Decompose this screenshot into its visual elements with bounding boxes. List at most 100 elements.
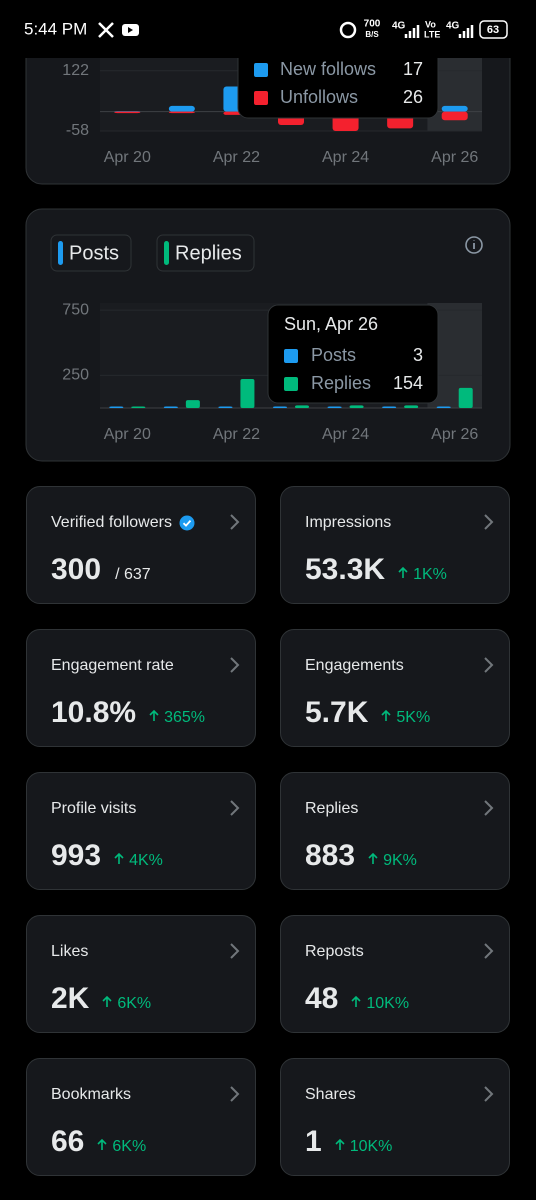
bar xyxy=(441,105,468,112)
stat-value-row: 10.8% 365% xyxy=(51,696,231,730)
stat-change: 9K% xyxy=(367,852,417,870)
arrow-path xyxy=(368,852,378,864)
tooltip-swatch xyxy=(254,91,268,105)
bar xyxy=(185,400,200,408)
stat-card[interactable]: Bookmarks 66 6K% xyxy=(26,1058,256,1176)
stat-title: Reposts xyxy=(305,940,485,964)
stat-change: 5K% xyxy=(380,709,430,727)
stat-value-row: 66 6K% xyxy=(51,1125,231,1159)
stat-title: Shares xyxy=(305,1083,485,1107)
stat-value: 1 xyxy=(305,1125,322,1158)
stat-card[interactable]: Shares 1 10K% xyxy=(280,1058,510,1176)
stat-title: Profile visits xyxy=(51,797,231,821)
volte-bottom: LTE xyxy=(424,29,440,39)
bar xyxy=(168,111,195,114)
stat-card[interactable]: Profile visits 993 4K% xyxy=(26,772,256,890)
network: 4G xyxy=(392,21,406,32)
stat-change: 4K% xyxy=(113,852,163,870)
tooltip-series-name: New follows xyxy=(280,59,376,79)
stat-value-row: 883 9K% xyxy=(305,839,485,873)
stat-card[interactable]: Engagement rate 10.8% 365% xyxy=(26,629,256,747)
stat-value-row: 53.3K 1K% xyxy=(305,553,485,587)
tooltip xyxy=(267,304,439,404)
stat-card[interactable]: Likes 2K 6K% xyxy=(26,915,256,1033)
stat-change: 6K% xyxy=(101,995,151,1013)
chevron-path xyxy=(230,943,240,959)
stat-card[interactable]: Verified followers 300 / 637 xyxy=(26,486,256,604)
stat-title: Engagements xyxy=(305,654,485,678)
followers-chart: -58 122 Apr 20 Apr 22 Apr 24 Apr 26 New follow… xyxy=(62,29,482,166)
bar xyxy=(168,105,195,112)
x-tick-label: Apr 26 xyxy=(431,149,478,166)
stat-change-text: 5K% xyxy=(396,709,431,726)
stat-value-row: 2K 6K% xyxy=(51,982,231,1016)
y-tick-label: 122 xyxy=(62,62,89,79)
speed: 700 xyxy=(364,19,381,30)
stat-title-text: Likes xyxy=(51,943,89,960)
network: 4G xyxy=(446,21,460,32)
up-arrow xyxy=(335,1138,345,1150)
stat-change-text: 6K% xyxy=(117,995,152,1012)
stat-title-text: Bookmarks xyxy=(51,1086,132,1103)
badge-check xyxy=(182,519,192,527)
stat-value: 10.8% xyxy=(51,696,137,729)
x-tick-label: Apr 26 xyxy=(431,426,478,443)
up-arrow xyxy=(398,566,408,578)
stat-change: 1K% xyxy=(397,566,447,584)
stat-value: 883 xyxy=(305,839,356,872)
info-icon[interactable] xyxy=(465,236,483,254)
stat-card[interactable]: Engagements 5.7K 5K% xyxy=(280,629,510,747)
chevron xyxy=(484,1086,494,1102)
arrow-path xyxy=(335,1138,345,1150)
stat-value-row: 1 10K% xyxy=(305,1125,485,1159)
stat-value: 66 xyxy=(51,1125,85,1158)
stat-title-text: Reposts xyxy=(305,943,364,960)
bar xyxy=(441,111,468,121)
stat-value: 993 xyxy=(51,839,102,872)
legend-label: Posts xyxy=(69,242,119,264)
stat-card[interactable]: Impressions 53.3K 1K% xyxy=(280,486,510,604)
stat-change-text: 6K% xyxy=(112,1138,147,1155)
stat-value: 300 xyxy=(51,553,102,586)
bar xyxy=(109,406,124,408)
tooltip-value: 17 xyxy=(403,59,423,79)
stat-title-text: Engagements xyxy=(305,657,404,674)
tooltip-swatch xyxy=(284,349,298,363)
tooltip-swatch xyxy=(254,63,268,77)
chevron xyxy=(230,800,240,816)
arrow-path xyxy=(381,709,391,721)
signal-1 xyxy=(404,25,420,38)
stat-change: 10K% xyxy=(350,995,409,1013)
stat-title-text: Profile visits xyxy=(51,800,137,817)
stat-card[interactable]: Reposts 48 10K% xyxy=(280,915,510,1033)
stat-title: Verified followers xyxy=(51,511,231,535)
x-tick-label: Apr 22 xyxy=(213,149,260,166)
time: 5:44 PM xyxy=(24,19,87,38)
legend-item[interactable] xyxy=(50,234,132,272)
bar xyxy=(131,406,146,408)
arrow-path xyxy=(102,995,112,1007)
stat-title: Likes xyxy=(51,940,231,964)
x-tick-label: Apr 20 xyxy=(104,426,151,443)
bar xyxy=(240,379,255,408)
stat-value: 48 xyxy=(305,982,339,1015)
chevron xyxy=(230,1086,240,1102)
battery xyxy=(479,20,508,39)
legend-item[interactable] xyxy=(156,234,255,272)
chevron-path xyxy=(484,943,494,959)
bar xyxy=(327,406,342,408)
stat-value-row: 48 10K% xyxy=(305,982,485,1016)
chevron xyxy=(484,514,494,530)
signal-2 xyxy=(458,25,474,38)
chevron-path xyxy=(484,800,494,816)
stat-value-row: 5.7K 5K% xyxy=(305,696,485,730)
y-tick-label: 250 xyxy=(62,367,89,384)
tooltip-series-name: Replies xyxy=(311,373,371,393)
stat-card[interactable]: Replies 883 9K% xyxy=(280,772,510,890)
chevron-path xyxy=(484,1086,494,1102)
chevron-path xyxy=(484,514,494,530)
youtube-play xyxy=(128,27,133,33)
top-area: -58 122 Apr 20 Apr 22 Apr 24 Apr 26 New follow… xyxy=(0,0,536,462)
chevron-path xyxy=(230,1086,240,1102)
chevron xyxy=(484,800,494,816)
